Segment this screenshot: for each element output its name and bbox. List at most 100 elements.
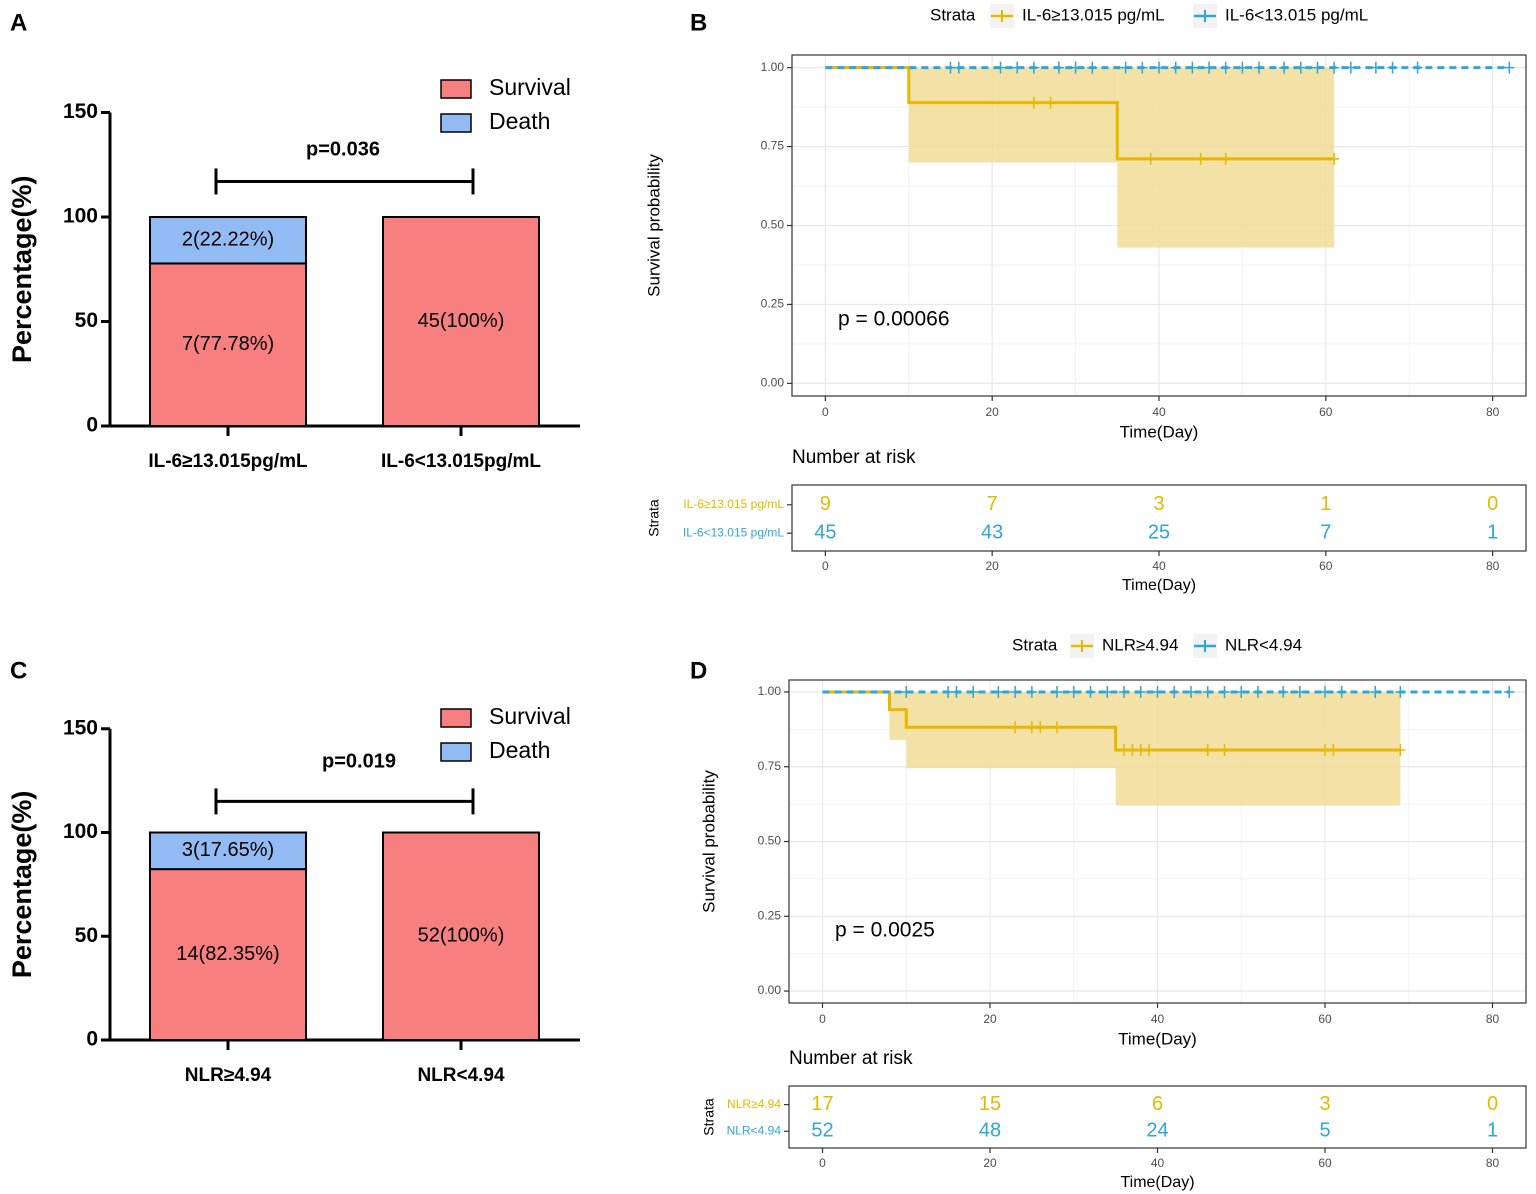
bar-panel-a: 0 50 100 150 Percentage(%) 7(77.78%) 2(22.22%)… xyxy=(7,74,580,472)
y-tick-label: 0.75 xyxy=(758,759,782,773)
legend-swatch-death xyxy=(440,742,472,762)
legend-swatch-survival xyxy=(440,708,472,728)
y-tick-label: 50 xyxy=(75,924,98,947)
risk-table-title: Number at risk xyxy=(789,1048,913,1069)
legend-label-death: Death xyxy=(489,737,550,763)
y-tick-label: 0.00 xyxy=(758,983,782,997)
y-tick-label: 1.00 xyxy=(758,684,782,698)
p-value-annotation: p=0.036 xyxy=(306,138,380,160)
legend-label-death: Death xyxy=(489,108,550,134)
y-tick-label: 150 xyxy=(63,716,98,739)
risk-count: 15 xyxy=(979,1093,1001,1115)
confidence-band xyxy=(908,67,1118,163)
risk-x-tick-label: 60 xyxy=(1318,1156,1332,1170)
confidence-band xyxy=(906,691,1116,769)
x-category-label: IL-6<13.015pg/mL xyxy=(381,451,541,472)
x-tick-label: 20 xyxy=(983,1012,997,1026)
risk-count: 5 xyxy=(1319,1120,1330,1142)
y-tick-label: 1.00 xyxy=(761,60,785,74)
risk-x-tick-label: 20 xyxy=(986,559,1000,573)
survival-bar-1 xyxy=(149,868,307,1042)
risk-count: 52 xyxy=(811,1120,833,1142)
x-tick-label: 80 xyxy=(1486,1012,1500,1026)
y-tick-label: 100 xyxy=(63,820,98,843)
y-tick-label: 0.00 xyxy=(761,376,785,390)
risk-x-tick-label: 40 xyxy=(1151,1156,1165,1170)
risk-x-tick-label: 40 xyxy=(1152,559,1166,573)
x-category-label: NLR≥4.94 xyxy=(185,1065,272,1086)
survival-curve-high xyxy=(822,690,1401,752)
risk-x-tick-label: 60 xyxy=(1319,559,1333,573)
risk-count: 25 xyxy=(1148,521,1170,543)
y-tick-label: 0.50 xyxy=(761,218,785,232)
x-category-label: NLR<4.94 xyxy=(417,1065,505,1086)
legend-label-low: NLR<4.94 xyxy=(1225,635,1302,654)
bar-value-label: 3(17.65%) xyxy=(182,839,274,861)
risk-count: 48 xyxy=(979,1120,1001,1142)
risk-x-tick-label: 0 xyxy=(822,559,829,573)
km-panel-b: Strata IL-6≥13.015 pg/mL IL-6<13.015 pg/mL… xyxy=(644,4,1527,594)
risk-x-axis-label: Time(Day) xyxy=(1122,577,1196,594)
panel-letter-d: D xyxy=(690,657,707,684)
y-tick-label: 150 xyxy=(63,100,98,123)
km-panel-d: Strata NLR≥4.94 NLR<4.94 0.00 0.25 0.50 0.75 1.… xyxy=(699,634,1527,1191)
y-tick-label: 0.25 xyxy=(761,297,785,311)
bar-value-label: 52(100%) xyxy=(418,925,505,947)
x-tick-label: 60 xyxy=(1318,1012,1332,1026)
y-axis-label: Percentage(%) xyxy=(7,175,37,363)
legend-label-high: IL-6≥13.015 pg/mL xyxy=(1022,5,1165,24)
p-value: p = 0.00066 xyxy=(838,308,950,331)
bar-panel-c: 0 50 100 150 Percentage(%) 14(82.35%) 3(17.65%… xyxy=(7,703,580,1086)
legend-swatch-death xyxy=(440,113,472,133)
p-value: p = 0.0025 xyxy=(835,919,935,942)
legend-label-survival: Survival xyxy=(489,703,571,729)
legend-swatch-survival xyxy=(440,79,472,99)
panel-letter-c: C xyxy=(10,657,27,684)
death-bar-1 xyxy=(149,216,307,265)
risk-count: 7 xyxy=(1320,521,1331,543)
risk-x-tick-label: 20 xyxy=(983,1156,997,1170)
y-tick-label: 0.50 xyxy=(758,834,782,848)
risk-row-label: NLR≥4.94 xyxy=(727,1097,781,1111)
x-tick-label: 0 xyxy=(819,1012,826,1026)
x-tick-label: 60 xyxy=(1319,405,1333,419)
y-axis-label: Survival probability xyxy=(699,770,718,913)
survival-bar-2 xyxy=(382,831,540,1041)
x-tick-label: 0 xyxy=(822,405,829,419)
y-tick-label: 50 xyxy=(75,309,98,332)
risk-count: 1 xyxy=(1487,521,1498,543)
risk-count: 3 xyxy=(1153,493,1164,515)
risk-count: 6 xyxy=(1152,1093,1163,1115)
y-tick-label: 0 xyxy=(86,414,98,437)
risk-x-axis-label: Time(Day) xyxy=(1120,1174,1194,1191)
bar-value-label: 14(82.35%) xyxy=(176,943,279,965)
legend-label-survival: Survival xyxy=(489,74,571,100)
legend-label-high: NLR≥4.94 xyxy=(1102,635,1178,654)
risk-count: 9 xyxy=(820,493,831,515)
x-tick-label: 40 xyxy=(1151,1012,1165,1026)
risk-count: 0 xyxy=(1487,1093,1498,1115)
risk-count: 3 xyxy=(1319,1093,1330,1115)
survival-bar-2 xyxy=(382,216,540,427)
risk-x-tick-label: 0 xyxy=(819,1156,826,1170)
x-tick-label: 80 xyxy=(1486,405,1500,419)
risk-count: 1 xyxy=(1320,493,1331,515)
y-tick-label: 100 xyxy=(63,205,98,228)
risk-y-axis-label: Strata xyxy=(701,1098,717,1136)
risk-count: 7 xyxy=(987,493,998,515)
y-tick-label: 0.25 xyxy=(758,908,782,922)
risk-count: 43 xyxy=(981,521,1003,543)
risk-count: 1 xyxy=(1487,1120,1498,1142)
y-axis-label: Percentage(%) xyxy=(7,791,37,979)
panel-letter-a: A xyxy=(10,9,27,36)
y-axis-label: Survival probability xyxy=(644,154,663,297)
risk-x-tick-label: 80 xyxy=(1486,1156,1500,1170)
panel-letter-b: B xyxy=(690,9,707,36)
bar-value-label: 2(22.22%) xyxy=(182,229,274,251)
risk-row-label: NLR<4.94 xyxy=(727,1123,782,1137)
risk-x-tick-label: 80 xyxy=(1486,559,1500,573)
p-value-annotation: p=0.019 xyxy=(322,750,396,772)
risk-row-label: IL-6<13.015 pg/mL xyxy=(683,525,784,539)
legend-title: Strata xyxy=(930,5,976,24)
